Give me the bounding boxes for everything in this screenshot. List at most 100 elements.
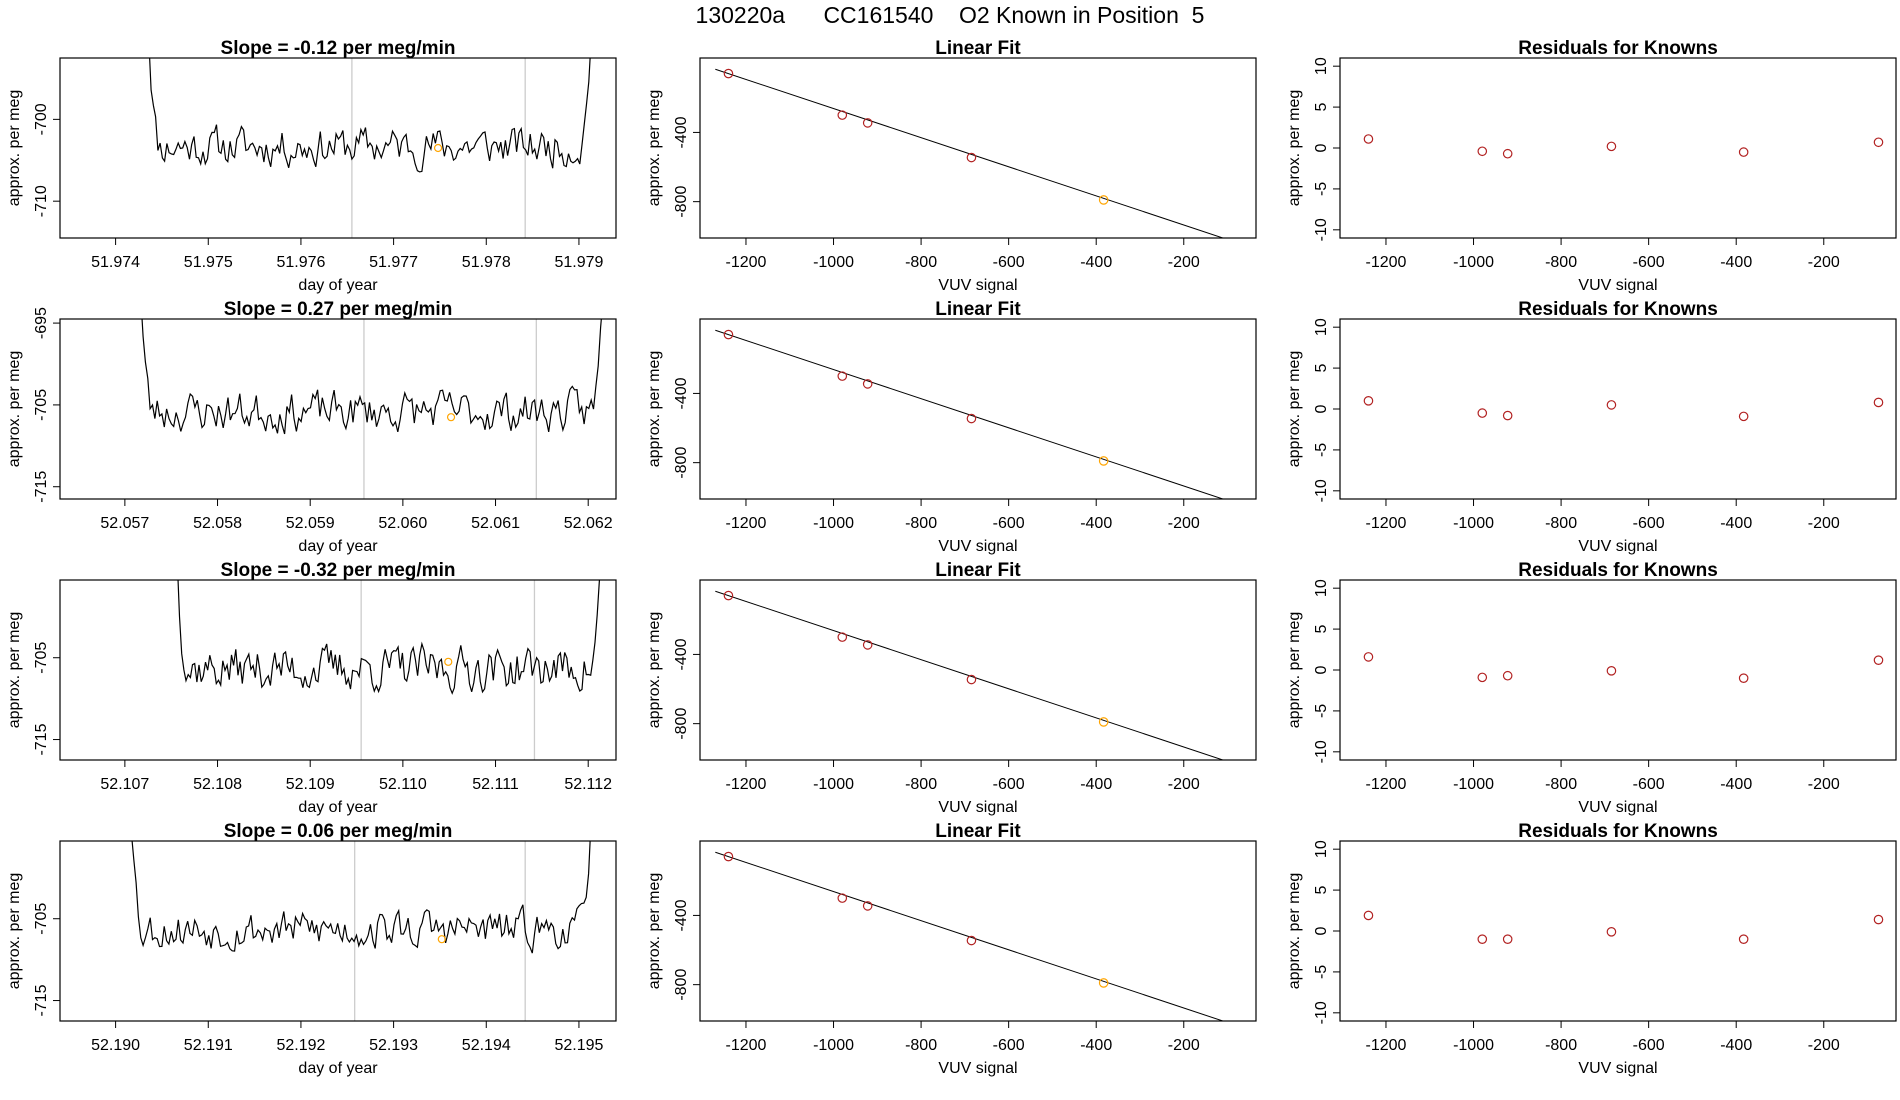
known-point (1606, 666, 1617, 676)
plot-area (715, 590, 1242, 769)
x-axis-label: VUV signal (1578, 799, 1657, 816)
plot-frame (1339, 579, 1897, 761)
y-axis-label: approx. per meg (6, 90, 23, 207)
time-series-panel-1: Slope = -0.12 per meg/min day of year appr… (6, 38, 617, 294)
x-tick-label: 52.112 (564, 776, 612, 793)
panel-title: Slope = -0.32 per meg/min (221, 560, 456, 581)
panel-title: Linear Fit (935, 821, 1021, 842)
y-tick-label: -705 (33, 642, 50, 674)
y-tick-label: 10 (1313, 579, 1330, 597)
run-id: 130220a (695, 2, 786, 28)
x-tick-label: -800 (905, 254, 937, 271)
x-tick-label: -1000 (1453, 776, 1494, 793)
plot-area (177, 580, 601, 760)
y-tick-label: -400 (673, 377, 690, 409)
known-point (862, 118, 873, 128)
y-tick-label: -800 (673, 186, 690, 218)
x-tick-label: -600 (993, 1037, 1025, 1054)
x-tick-label: 51.976 (276, 254, 325, 271)
x-tick-label: -800 (905, 776, 937, 793)
y-tick-label: 0 (1313, 665, 1330, 674)
x-tick-label: 51.974 (91, 254, 140, 271)
x-tick-label: -1000 (813, 776, 854, 793)
signal-trace (177, 580, 601, 695)
x-tick-label: -600 (993, 776, 1025, 793)
x-tick-label: 51.977 (369, 254, 418, 271)
x-tick-label: -600 (1633, 254, 1665, 271)
y-tick-label: -5 (1313, 443, 1330, 457)
x-tick-label: -200 (1808, 515, 1840, 532)
known-point (1477, 672, 1488, 683)
x-tick-label: 52.109 (286, 776, 335, 793)
panel-title: Residuals for Knowns (1518, 38, 1718, 59)
known-point (1738, 934, 1749, 944)
x-tick-label: -600 (1633, 776, 1665, 793)
x-tick-label: -200 (1168, 1037, 1200, 1054)
x-axis-label: day of year (298, 538, 378, 555)
known-point (1606, 141, 1617, 152)
known-point (1606, 400, 1617, 410)
known-point (1502, 410, 1513, 421)
signal-trace (149, 58, 591, 173)
unknown-point (1098, 978, 1109, 988)
plot-area (1363, 652, 1884, 683)
x-tick-label: -800 (905, 515, 937, 532)
x-axis-label: day of year (298, 277, 378, 294)
known-point (1502, 670, 1513, 681)
y-tick-label: 5 (1313, 625, 1330, 634)
x-axis-label: VUV signal (1578, 1060, 1657, 1077)
known-point (1738, 147, 1749, 157)
x-tick-label: -1000 (813, 1037, 854, 1054)
x-tick-label: -1200 (1366, 254, 1407, 271)
y-axis-label: approx. per meg (1286, 612, 1303, 729)
x-tick-label: 52.190 (91, 1037, 140, 1054)
known-point (1477, 408, 1488, 418)
y-tick-label: 10 (1313, 840, 1330, 858)
plot-frame (699, 840, 1257, 1022)
plot-frame (59, 840, 617, 1022)
known-point (1738, 411, 1749, 422)
linear-fit-panel-1: Linear Fit VUV signal approx. per meg -1200… (646, 38, 1257, 294)
y-tick-label: -715 (33, 984, 50, 1016)
sample-point (433, 143, 443, 153)
known-point (1234, 761, 1242, 769)
x-tick-label: -200 (1808, 1037, 1840, 1054)
plot-frame (59, 318, 617, 500)
plot-frame (1339, 840, 1897, 1022)
x-tick-label: 52.061 (471, 515, 520, 532)
x-tick-label: 52.193 (369, 1037, 418, 1054)
x-tick-label: 52.059 (286, 515, 335, 532)
x-axis-label: VUV signal (938, 538, 1017, 555)
linear-fit-panel-3: Linear Fit VUV signal approx. per meg -1200… (646, 560, 1257, 816)
known-point (837, 893, 848, 903)
plot-area (1363, 396, 1884, 422)
y-tick-label: -700 (33, 103, 50, 135)
residuals-panel-3: Residuals for Knowns VUV signal approx. pe… (1286, 560, 1897, 816)
y-tick-label: 0 (1313, 143, 1330, 152)
known-point (966, 674, 977, 685)
plot-frame (1339, 57, 1897, 239)
y-axis-label: approx. per meg (1286, 351, 1303, 468)
y-tick-label: -695 (33, 307, 50, 339)
panel-title: Linear Fit (935, 299, 1021, 320)
x-tick-label: -1200 (726, 776, 767, 793)
x-tick-label: -600 (1633, 1037, 1665, 1054)
x-tick-label: -200 (1808, 254, 1840, 271)
panel-title: Residuals for Knowns (1518, 821, 1718, 842)
x-tick-label: 51.979 (554, 254, 603, 271)
y-axis-label: approx. per meg (646, 873, 663, 990)
plot-area (1363, 134, 1884, 159)
y-axis-label: approx. per meg (1286, 873, 1303, 990)
known-point (1873, 655, 1884, 665)
x-axis-label: VUV signal (1578, 277, 1657, 294)
y-tick-label: 0 (1313, 926, 1330, 935)
known-point (723, 68, 734, 79)
plot-area (149, 58, 591, 238)
x-tick-label: -400 (1720, 776, 1752, 793)
x-axis-label: VUV signal (1578, 538, 1657, 555)
y-tick-label: -400 (673, 899, 690, 931)
x-tick-label: -1000 (1453, 1037, 1494, 1054)
x-tick-label: 52.062 (564, 515, 613, 532)
known-point (837, 371, 848, 381)
y-tick-label: 5 (1313, 103, 1330, 112)
